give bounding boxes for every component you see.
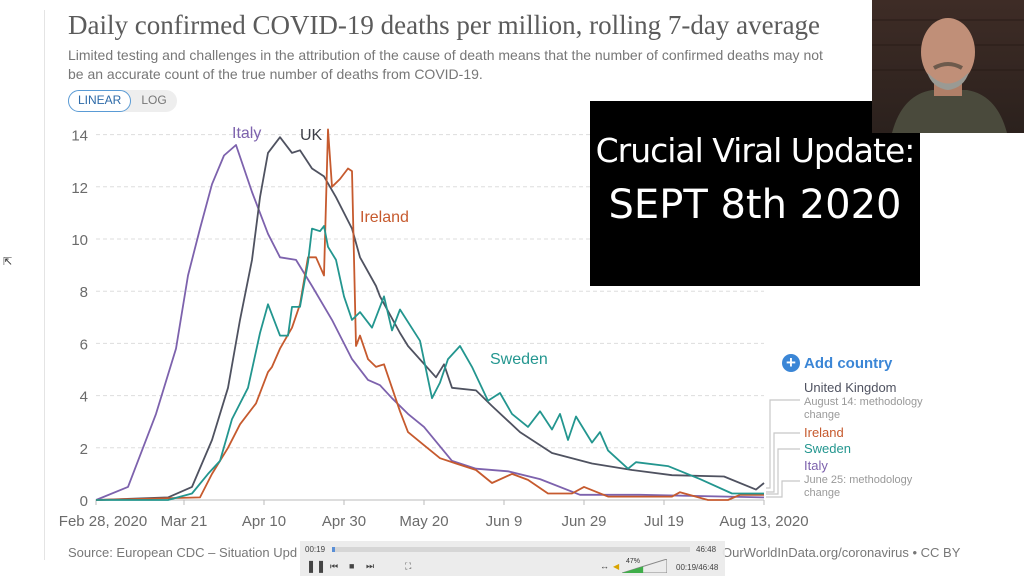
x-tick-label: Mar 21 — [161, 513, 208, 530]
scale-toggle[interactable]: LINEAR LOG — [68, 90, 177, 112]
x-tick-label: Apr 30 — [322, 513, 366, 530]
webcam-video — [872, 0, 1024, 133]
annotation-ireland: Ireland — [360, 209, 409, 226]
legend-connector-uk — [766, 399, 800, 489]
add-country-label: Add country — [804, 354, 893, 372]
chart-subtitle: Limited testing and challenges in the at… — [68, 47, 823, 82]
y-tick-label: 12 — [71, 180, 88, 197]
loop-icon[interactable]: ↔ — [600, 561, 609, 571]
volume-percent: 47% — [626, 558, 641, 565]
overlay-date: SEPT 8th 2020 — [608, 182, 902, 228]
annotation-uk: UK — [300, 127, 323, 144]
legend-connector-sweden — [766, 448, 800, 495]
mouse-cursor-icon: ⇱ — [3, 256, 13, 268]
y-tick-label: 14 — [71, 128, 88, 145]
presenter-image — [872, 18, 1024, 133]
x-tick-label: Feb 28, 2020 — [59, 513, 147, 530]
video-player-controls: 00:19 46:48 ❚❚ ⏮ ■ ⏭ ⛶ ↔ ◀ 47% 00:19/46:… — [300, 541, 725, 576]
series-line-uk[interactable] — [95, 136, 765, 501]
add-country-button[interactable]: + Add country — [782, 354, 892, 372]
duration-time: 46:48 — [696, 545, 717, 554]
left-divider — [44, 10, 45, 560]
chart-title: Daily confirmed COVID-19 deaths per mill… — [68, 10, 821, 40]
series-line-italy[interactable] — [95, 144, 765, 501]
volume-slider[interactable]: 47% — [622, 558, 667, 573]
linear-scale-button[interactable]: LINEAR — [68, 90, 132, 112]
overlay-headline: Crucial Viral Update: — [595, 131, 916, 170]
annotation-sweden: Sweden — [490, 351, 548, 368]
source-text: Source: European CDC – Situation Upd — [68, 545, 298, 560]
legend-item-ireland[interactable]: Ireland — [804, 425, 844, 440]
y-tick-label: 8 — [80, 284, 88, 301]
next-button[interactable]: ⏭ — [366, 561, 375, 571]
legend-note-uk: August 14: methodology change — [804, 396, 923, 421]
x-tick-label: Jun 29 — [561, 513, 606, 530]
elapsed-time: 00:19 — [305, 545, 326, 554]
speaker-icon[interactable]: ◀ — [613, 562, 620, 571]
stop-button[interactable]: ■ — [349, 561, 355, 571]
seek-progress — [332, 547, 335, 552]
series-line-ireland[interactable] — [95, 128, 764, 501]
x-tick-label: Jun 9 — [486, 513, 523, 530]
legend-item-italy[interactable]: Italy — [804, 458, 828, 473]
y-tick-label: 6 — [80, 336, 88, 353]
source-link[interactable]: OurWorldInData.org/coronavirus • CC BY — [722, 545, 961, 560]
legend-note-italy: June 25: methodology change — [804, 474, 913, 499]
legend-connector-italy — [766, 480, 800, 498]
time-readout: 00:19/46:48 — [676, 563, 719, 572]
pause-button[interactable]: ❚❚ — [306, 559, 327, 573]
legend-item-sweden[interactable]: Sweden — [804, 441, 851, 456]
fullscreen-icon[interactable]: ⛶ — [405, 561, 412, 571]
x-tick-label: May 20 — [399, 513, 448, 530]
plus-circle-icon: + — [782, 354, 800, 372]
legend-item-uk[interactable]: United Kingdom — [804, 380, 897, 395]
seek-bar[interactable] — [332, 547, 690, 552]
x-tick-label: Aug 13, 2020 — [719, 513, 808, 530]
y-tick-label: 10 — [71, 232, 88, 249]
legend-connector-ireland — [766, 432, 800, 493]
previous-button[interactable]: ⏮ — [330, 561, 339, 571]
series-line-sweden[interactable] — [96, 225, 764, 501]
volume-level — [622, 566, 644, 573]
x-tick-label: Jul 19 — [644, 513, 684, 530]
log-scale-button[interactable]: LOG — [141, 93, 167, 107]
y-tick-label: 2 — [80, 441, 88, 458]
title-card-overlay: Crucial Viral Update: SEPT 8th 2020 — [590, 101, 920, 286]
y-tick-label: 4 — [80, 389, 88, 406]
y-tick-label: 0 — [80, 493, 88, 510]
x-tick-label: Apr 10 — [242, 513, 286, 530]
annotation-italy: Italy — [232, 125, 261, 142]
